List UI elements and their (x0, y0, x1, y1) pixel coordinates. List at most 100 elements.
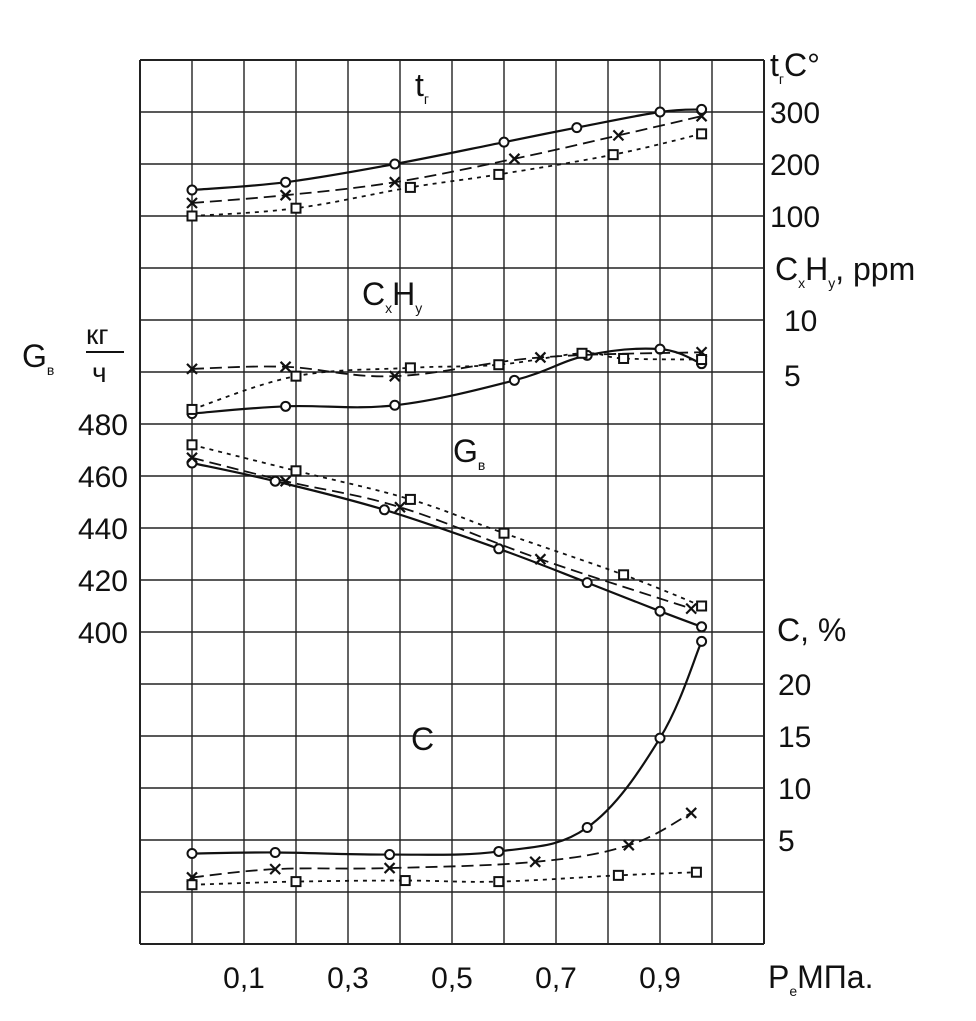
gv-unit-numerator: кг (86, 319, 108, 350)
cxhy-series-square-point (290, 370, 302, 382)
c-series-circle-point (269, 846, 281, 858)
gv-series-square-line (191, 443, 702, 607)
tr-series-square-point (607, 149, 619, 161)
c-series-circle-point (186, 848, 198, 860)
tr-series-circle-point (654, 106, 666, 118)
gv-series-square-point (498, 527, 510, 539)
c-tick-label: 20 (778, 669, 811, 702)
tr-series-square-point (696, 128, 708, 140)
gv-series-cross-point (534, 553, 547, 565)
c-series-square-point (690, 866, 702, 878)
tr-curve-label: tг (415, 67, 429, 107)
x-tick-label: 0,9 (639, 962, 681, 995)
c-series-circle-point (493, 845, 505, 857)
tick-labels: 0,1 0,3 0,5 0,7 0,9 300 200 100 10 5 480 460 440 420 4… (78, 97, 820, 995)
tr-series-square-point (186, 210, 198, 222)
gv-tick-label: 460 (78, 461, 128, 494)
tr-tick-label: 100 (770, 201, 820, 234)
tr-series-square-line (191, 132, 702, 217)
c-tick-label: 10 (778, 773, 811, 806)
tr-series-circle-point (389, 158, 401, 170)
c-series-cross-point (623, 839, 635, 851)
cxhy-series-square-point (493, 359, 505, 371)
cxhy-series-square-point (618, 352, 630, 364)
gv-tick-label: 440 (78, 513, 128, 546)
cxhy-series-cross-point (389, 370, 401, 382)
c-series-cross-point (685, 807, 697, 819)
tr-series-square-point (493, 168, 505, 180)
cxhy-series-circle-point (389, 399, 401, 411)
c-series-square-point (493, 876, 505, 888)
c-axis-label: C, % (777, 612, 846, 648)
c-series-square-point (290, 876, 302, 888)
c-curve-label: C (411, 721, 434, 757)
gv-series-cross-point (394, 501, 406, 513)
gv-series-circle-point (493, 543, 505, 555)
cxhy-series-cross-point (186, 363, 198, 375)
cxhy-series-square-line (191, 352, 702, 411)
tr-series-cross-point (186, 197, 198, 209)
tr-series-cross-point (695, 110, 708, 122)
cxhy-series-cross-line (191, 351, 702, 378)
c-series-circle-point (384, 849, 396, 861)
x-tick-label: 0,1 (223, 962, 265, 995)
cxhy-axis-label: CxHy, ppm (775, 251, 915, 291)
gv-tick-label: 400 (78, 617, 128, 650)
c-tick-label: 5 (778, 825, 795, 858)
tr-series-square-point (290, 202, 302, 214)
cxhy-series-square-point (186, 403, 198, 415)
cxhy-curve-label: CxHy (362, 276, 422, 316)
x-tick-label: 0,3 (327, 962, 369, 995)
c-series-square-point (399, 875, 411, 887)
gv-tick-label: 420 (78, 565, 128, 598)
c-series-cross-point (529, 856, 541, 868)
tr-series-cross-point (279, 189, 292, 201)
tr-series-cross-line (191, 115, 702, 204)
c-series-cross-point (383, 862, 396, 874)
gv-series-cross-line (191, 456, 692, 610)
gv-tick-label: 480 (78, 409, 128, 442)
x-axis-label: PeМПа. (768, 959, 873, 999)
gv-series-circle-point (581, 577, 593, 589)
gv-series-square-point (618, 569, 630, 581)
cxhy-series-cross-point (534, 351, 547, 364)
gv-unit-denominator: ч (92, 357, 107, 388)
tr-series-square-point (404, 181, 416, 193)
c-series-square-point (612, 869, 624, 881)
tr-axis-label: tгC° (770, 47, 820, 87)
labels: tг CxHy Gв C tгC° CxHy, ppm C, % Gв кг ч… (22, 47, 915, 999)
tr-series-circle-point (186, 184, 198, 196)
tr-series-circle-point (696, 103, 708, 115)
cxhy-series-circle-point (508, 374, 520, 386)
tr-series-circle-point (571, 122, 583, 134)
cxhy-series-square-point (576, 347, 588, 359)
cxhy-series-square-point (404, 362, 416, 374)
gv-axis-label: Gв (22, 338, 54, 378)
gv-series-square-point (186, 439, 198, 451)
gv-series-square-point (404, 493, 416, 505)
gv-series-square-point (290, 465, 302, 477)
tr-series-cross-point (508, 153, 521, 165)
x-tick-label: 0,5 (431, 962, 473, 995)
gv-series-circle-point (378, 504, 390, 516)
cxhy-series-circle-point (280, 400, 292, 412)
tr-series-circle-point (280, 176, 292, 188)
gv-series-circle-point (654, 605, 666, 617)
gv-series-square-point (696, 600, 708, 612)
tr-series-cross-point (612, 129, 625, 142)
cxhy-tick-label: 10 (784, 305, 817, 338)
grid (139, 59, 765, 945)
x-tick-label: 0,7 (535, 962, 577, 995)
tr-series-cross-point (389, 176, 401, 188)
tr-tick-label: 200 (770, 149, 820, 182)
gv-series-cross-point (186, 452, 198, 464)
gv-series-cross-point (685, 602, 697, 615)
c-series-square-point (186, 879, 198, 891)
cxhy-tick-label: 5 (784, 360, 801, 393)
cxhy-series-square-point (696, 354, 708, 366)
c-series-circle-point (696, 635, 708, 647)
c-series-cross-point (269, 863, 281, 875)
c-series-circle-point (654, 732, 666, 744)
